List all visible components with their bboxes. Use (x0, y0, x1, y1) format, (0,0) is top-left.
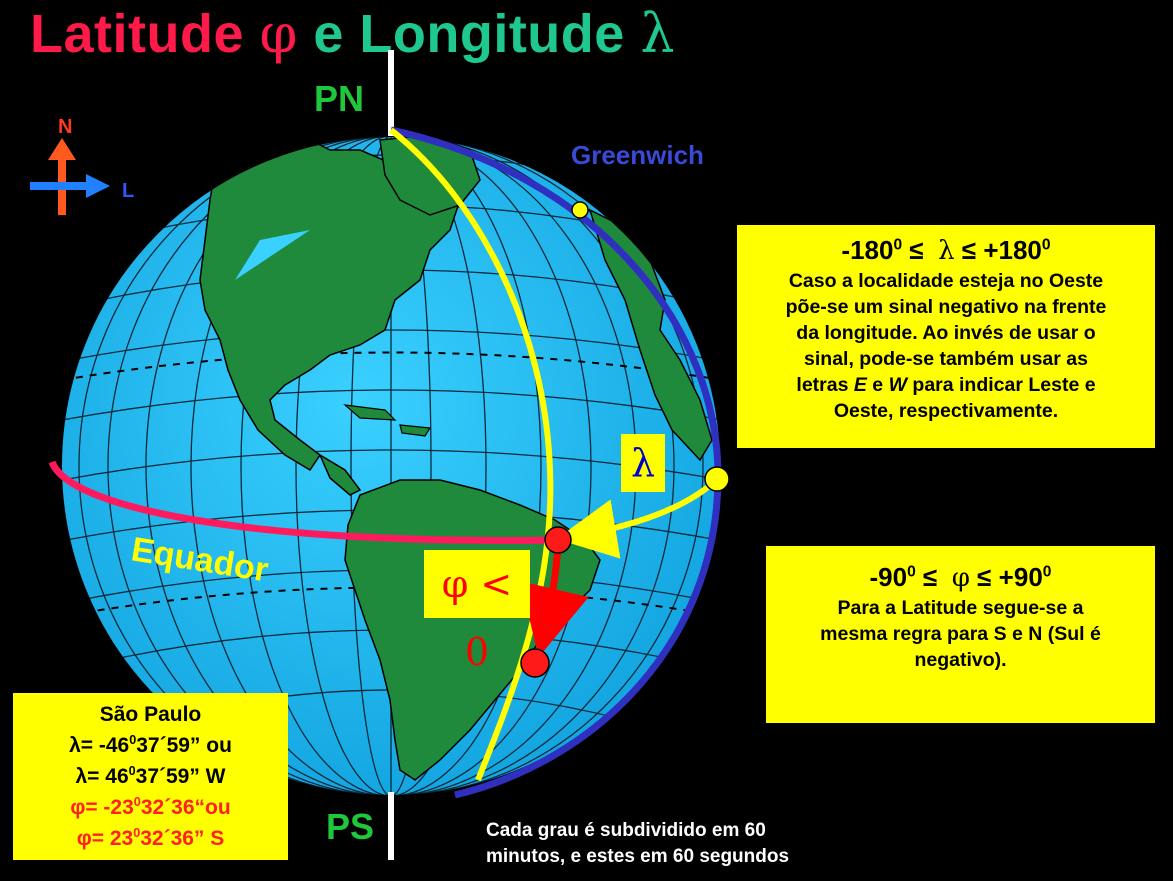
globe-grid (61, 136, 721, 796)
line5-post: para indicar Leste e (906, 374, 1096, 396)
line5-e: E (853, 374, 867, 396)
degree-sup: 0 (893, 236, 903, 254)
sao-paulo-box: São Paulo λ= -46037´59” ou λ= 46037´59” … (13, 693, 288, 860)
degree-sup: 0 (1042, 563, 1052, 581)
lambda-label-box: λ (621, 434, 665, 492)
equator-meridian-point (544, 526, 572, 554)
title-lambda-symbol: λ (640, 2, 676, 65)
sao-paulo-lambda-2: λ= 46037´59” W (13, 761, 288, 792)
title-latitude: Latitude (30, 4, 244, 64)
equator-line (48, 460, 561, 544)
latitude-arrow (520, 544, 589, 658)
phi1-prefix: φ= -23 (70, 796, 134, 819)
longitude-text-line3: da longitude. Ao invés de usar o (796, 322, 1096, 344)
degree-sup: 0 (133, 795, 141, 809)
phi1-suffix: 32´36“ou (140, 796, 231, 819)
greenwich-point (571, 201, 589, 219)
lam1-suffix: 37´59” ou (136, 734, 232, 757)
longitude-text-line5: letras E e W para indicar Leste e (737, 372, 1155, 398)
greenwich-label: Greenwich (571, 140, 704, 170)
north-pole-label: PN (314, 78, 365, 119)
compass-icon (30, 138, 110, 215)
degree-sup: 0 (1041, 236, 1051, 254)
equator-greenwich-point (704, 466, 730, 492)
line5-mid: e (866, 374, 889, 396)
latitude-text-line2: mesma regra para S e N (Sul é (820, 623, 1101, 645)
degree-sup: 0 (133, 826, 141, 840)
longitude-range-upper: +180 (983, 235, 1042, 265)
lambda-symbol: λ (938, 236, 955, 266)
latitude-info-box: -900 ≤ φ ≤ +900 Para a Latitude segue-se… (766, 546, 1155, 723)
lam1-prefix: λ= -46 (69, 734, 130, 757)
longitude-text-line1: Caso a localidade esteja no Oeste (788, 270, 1104, 292)
longitude-text-line4: sinal, pode-se também usar as (804, 348, 1088, 370)
sao-paulo-phi-2: φ= 23032´36” S (13, 823, 288, 854)
south-pole-label: PS (326, 806, 375, 847)
title-phi-symbol: φ (259, 2, 298, 65)
sao-paulo-point (520, 648, 550, 678)
sao-paulo-phi-1: φ= -23032´36“ou (13, 792, 288, 823)
page-title: Latitude φ e Longitude λ (30, 2, 675, 65)
phi2-suffix: 32´36” S (140, 827, 225, 850)
latitude-text-line1: Para a Latitude segue-se a (837, 597, 1084, 619)
degree-sup: 0 (907, 563, 916, 581)
south-america (344, 479, 601, 781)
phi2-prefix: φ= 23 (76, 827, 134, 850)
lam2-suffix: 37´59” W (135, 765, 226, 788)
latitude-text-line3: negativo). (914, 649, 1007, 671)
title-conjunction: e (297, 4, 360, 64)
line5-pre: letras (796, 374, 854, 396)
longitude-text-line6: Oeste, respectivamente. (833, 400, 1059, 422)
line5-w: W (888, 374, 907, 396)
degree-sup: 0 (128, 764, 136, 778)
sao-paulo-lambda-1: λ= -46037´59” ou (13, 730, 288, 761)
europe-africa (588, 208, 713, 462)
local-meridian (389, 127, 554, 782)
longitude-range: -1800 ≤ λ ≤ +1800 (841, 235, 1051, 266)
longitude-info-box: -1800 ≤ λ ≤ +1800 Caso a localidade este… (737, 225, 1155, 448)
note-line1: Cada grau é subdividido em 60 (486, 820, 766, 841)
longitude-arc (556, 477, 719, 559)
lam2-prefix: λ= 46 (75, 765, 129, 788)
subdivision-note: Cada grau é subdividido em 60 minutos, e… (486, 818, 789, 870)
longitude-text-line2: põe-se um sinal negativo na frente (785, 296, 1107, 318)
sao-paulo-title: São Paulo (99, 703, 202, 726)
degree-sup: 0 (129, 733, 137, 747)
latitude-range-lower: -90 (869, 562, 908, 592)
compass-north-label: N (58, 116, 73, 138)
title-longitude: Longitude (359, 4, 625, 64)
phi-symbol: φ (951, 563, 970, 593)
phi-label-box: φ < 0 (424, 550, 530, 674)
latitude-range-upper: +90 (998, 562, 1043, 592)
latitude-range: -900 ≤ φ ≤ +900 (869, 562, 1052, 593)
longitude-range-lower: -180 (841, 235, 894, 265)
note-line2: minutos, e estes em 60 segundos (486, 846, 790, 867)
compass-east-label: L (122, 180, 135, 202)
